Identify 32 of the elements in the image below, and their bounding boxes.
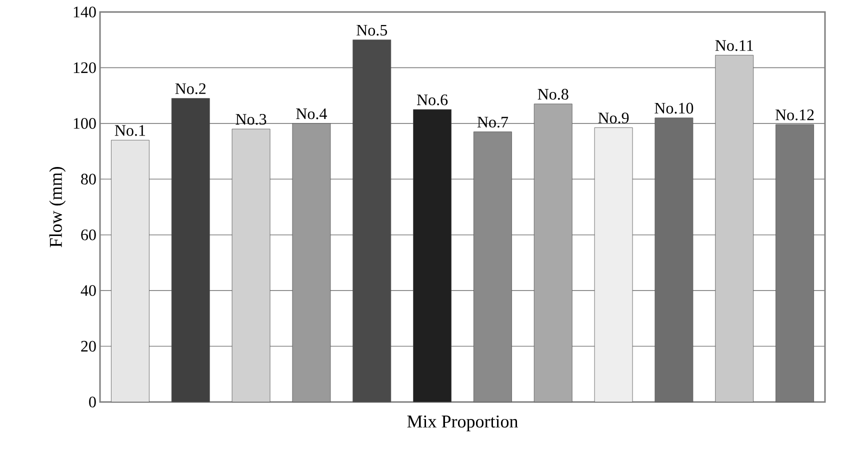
- bar: [594, 127, 633, 402]
- x-tick-label: No.6: [416, 94, 448, 106]
- y-tick-label: 140: [74, 6, 96, 18]
- y-tick-label: 60: [81, 229, 96, 240]
- bar: [654, 118, 694, 402]
- y-axis-title: Flow (mm): [49, 167, 66, 248]
- x-tick-label: No.4: [296, 108, 327, 120]
- bar: [232, 128, 270, 402]
- x-tick-label: No.7: [477, 116, 508, 128]
- bar: [715, 54, 754, 402]
- x-tick-label: No.3: [236, 114, 266, 125]
- bar: [171, 98, 210, 402]
- x-tick-label: No.11: [715, 40, 753, 51]
- x-tick-label: No.9: [598, 112, 629, 124]
- bar: [352, 40, 392, 402]
- bar: [111, 140, 150, 402]
- bar: [292, 123, 331, 402]
- bar: [413, 109, 452, 402]
- x-tick-label: No.10: [654, 102, 694, 114]
- y-tick-label: 100: [74, 118, 96, 129]
- x-tick-label: No.2: [175, 83, 206, 94]
- y-tick-label: 0: [89, 396, 96, 408]
- bar: [534, 104, 572, 402]
- y-tick-label: 80: [81, 174, 96, 185]
- x-tick-label: No.8: [538, 88, 568, 100]
- y-tick-label: 20: [81, 340, 96, 352]
- x-tick-label: No.12: [775, 110, 814, 120]
- x-axis-title: Mix Proportion: [407, 416, 518, 432]
- y-tick-label: 40: [80, 285, 96, 296]
- x-tick-label: No.5: [356, 24, 388, 36]
- x-tick-label: No.1: [114, 125, 146, 136]
- y-tick-label: 120: [74, 62, 96, 74]
